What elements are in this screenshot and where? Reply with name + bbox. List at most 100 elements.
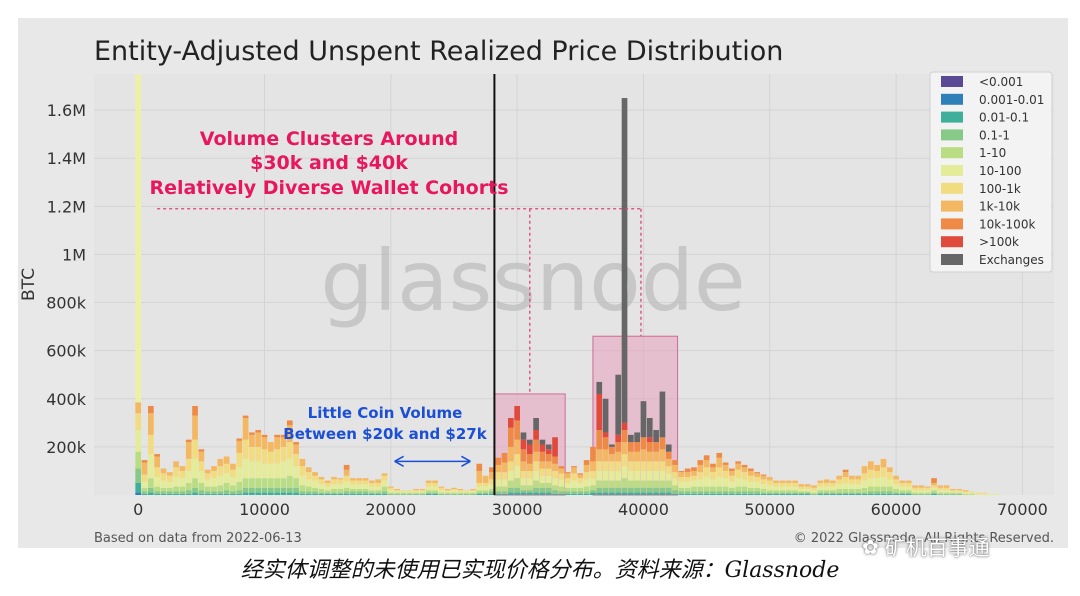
bar-segment	[691, 486, 697, 492]
bar-segment	[703, 455, 710, 461]
bar-segment	[135, 492, 142, 495]
bar-segment	[425, 480, 432, 483]
bar-segment	[211, 486, 217, 492]
bar-segment	[830, 490, 836, 493]
bar-segment	[943, 493, 950, 495]
bar-segment	[495, 491, 502, 494]
bar-segment	[312, 480, 318, 488]
bar-segment	[577, 474, 584, 479]
bar-segment	[640, 461, 647, 471]
bar-segment	[950, 492, 956, 494]
bar-segment	[748, 493, 754, 495]
bar-segment	[305, 472, 312, 480]
bar-segment	[230, 485, 236, 492]
bar-segment	[457, 490, 464, 492]
bar-segment	[406, 492, 413, 494]
legend-swatch	[941, 93, 963, 105]
bar-segment	[766, 493, 773, 495]
bar-segment	[356, 488, 363, 492]
bar-segment	[356, 493, 363, 495]
bar-segment	[571, 491, 577, 494]
bar-segment	[495, 486, 502, 492]
bar-segment	[438, 486, 445, 488]
bar-segment	[590, 470, 596, 479]
bar-segment	[748, 468, 754, 471]
bar-segment	[766, 480, 773, 486]
bar-segment	[356, 480, 363, 485]
bar-segment	[324, 492, 331, 494]
bar-segment	[552, 490, 558, 494]
bar-segment	[299, 466, 306, 476]
bar-segment	[646, 442, 653, 452]
bar-segment	[211, 491, 217, 494]
bar-segment	[394, 488, 400, 491]
y-tick-label: 1.6M	[47, 101, 86, 120]
bar-segment	[918, 487, 925, 491]
bar-segment	[539, 461, 546, 469]
bar-segment	[141, 481, 148, 488]
bar-segment	[729, 491, 735, 494]
bar-segment	[577, 493, 584, 495]
bar-segment	[842, 488, 849, 493]
bar-segment	[160, 487, 167, 492]
bar-segment	[836, 493, 843, 495]
bar-segment	[274, 437, 280, 450]
bar-segment	[962, 493, 969, 495]
bar-segment	[571, 487, 577, 492]
bar-segment	[280, 478, 287, 488]
bar-segment	[255, 461, 262, 479]
bar-segment	[526, 444, 533, 455]
double-arrow	[461, 455, 471, 467]
bar-segment	[905, 486, 912, 491]
bar-segment	[135, 402, 142, 414]
bar-segment	[179, 470, 186, 479]
bar-segment	[918, 492, 925, 494]
bar-segment	[508, 427, 514, 447]
x-tick-label: 60000	[871, 500, 922, 519]
bar-segment	[198, 490, 205, 494]
bar-segment	[653, 487, 659, 493]
bar-segment	[520, 449, 527, 462]
bar-segment	[628, 492, 634, 495]
legend-label: 0.1-1	[979, 128, 1010, 142]
bar-segment	[350, 478, 356, 481]
bar-segment	[609, 492, 615, 495]
bar-segment	[419, 491, 426, 493]
legend-label: 10-100	[979, 164, 1022, 178]
bar-segment	[646, 451, 653, 462]
bar-segment	[166, 472, 173, 476]
bar-segment	[842, 469, 849, 473]
bar-segment	[337, 478, 344, 480]
bar-segment	[571, 473, 577, 481]
bar-segment	[419, 493, 426, 495]
bar-segment	[545, 487, 552, 493]
bar-segment	[640, 480, 647, 488]
bar-segment	[520, 492, 527, 495]
bar-segment	[526, 470, 533, 479]
bar-segment	[817, 493, 824, 495]
bar-segment	[678, 493, 685, 495]
bar-segment	[242, 418, 249, 440]
bar-segment	[204, 469, 211, 474]
bar-segment	[665, 451, 672, 459]
bar-segment	[950, 491, 956, 493]
bar-segment	[545, 454, 552, 462]
y-tick-label: 1.4M	[47, 149, 86, 168]
bar-segment	[785, 480, 792, 483]
bar-segment	[628, 487, 634, 493]
bar-segment	[388, 487, 394, 491]
bar-segment	[255, 430, 262, 433]
bar-segment	[508, 418, 514, 428]
bar-segment	[886, 479, 893, 487]
bar-segment	[261, 463, 268, 479]
bar-segment	[413, 492, 419, 494]
bar-segment	[217, 485, 224, 492]
bar-segment	[489, 484, 495, 489]
bar-segment	[893, 493, 899, 495]
bar-segment	[230, 463, 236, 470]
bar-segment	[539, 439, 546, 445]
bar-segment	[141, 460, 148, 463]
bar-segment	[931, 492, 937, 494]
bar-segment	[583, 464, 590, 473]
bar-segment	[735, 461, 742, 464]
